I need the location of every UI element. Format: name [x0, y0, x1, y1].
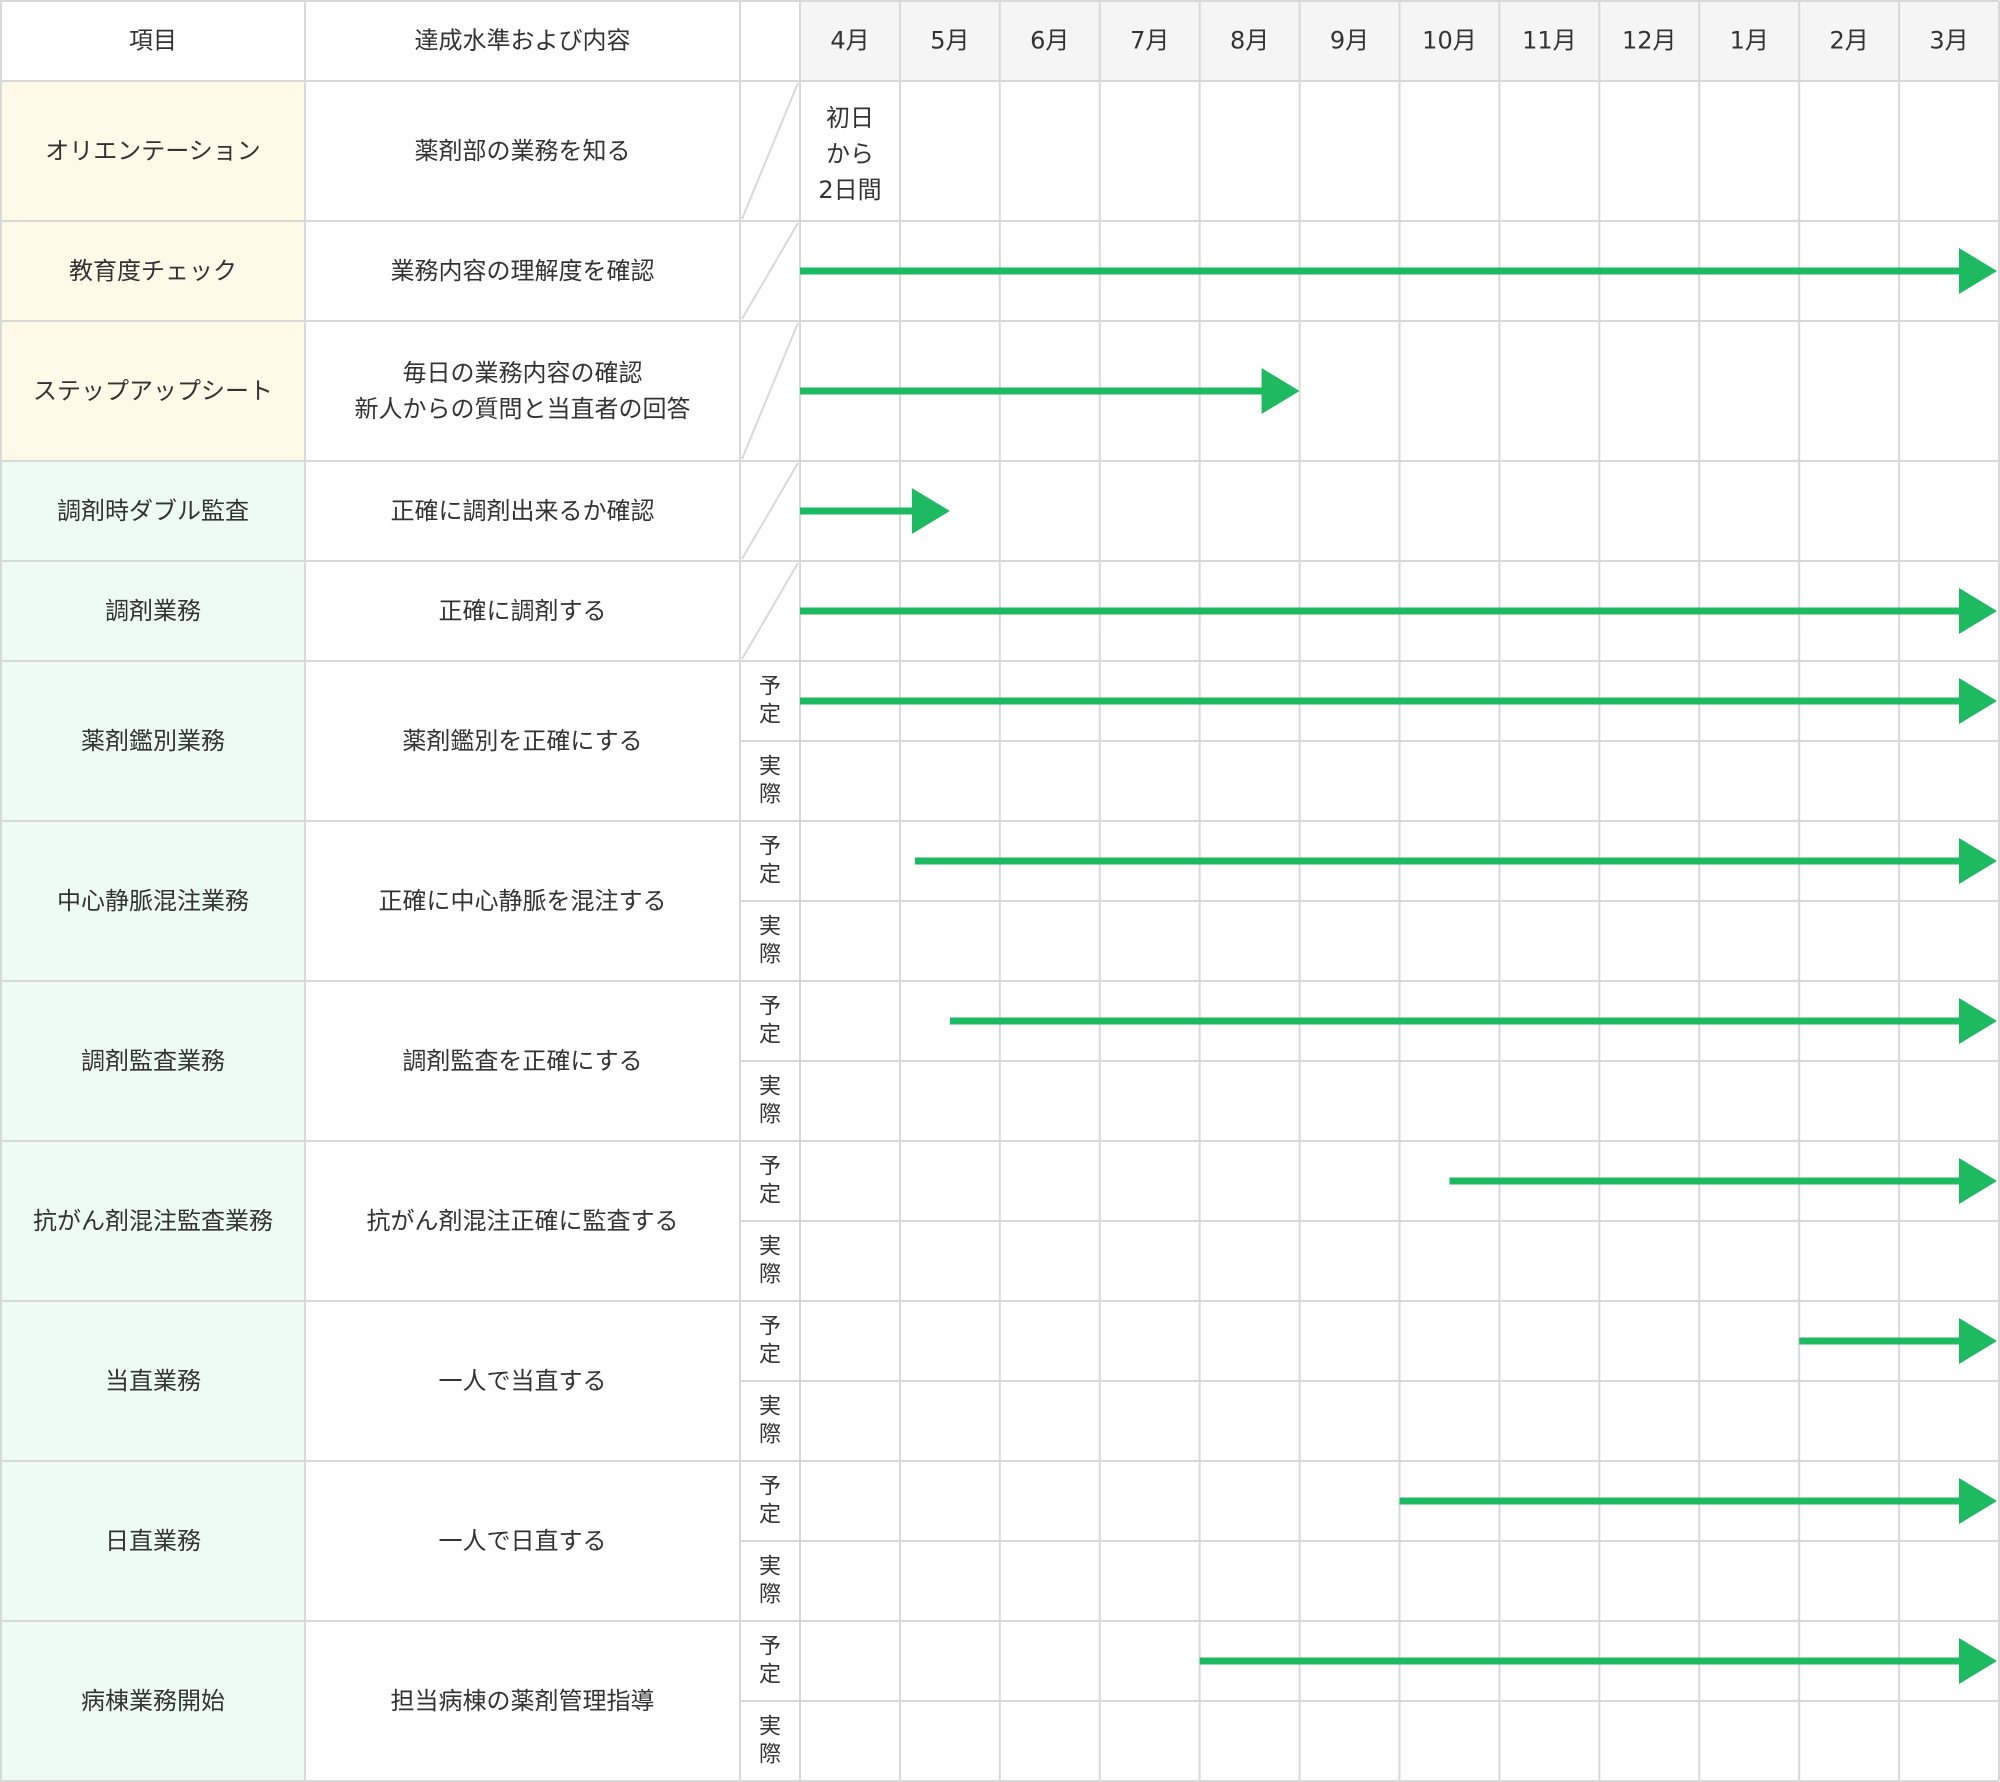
plan-label-char: 予 [759, 675, 781, 700]
row-item-label: 抗がん剤混注監査業務 [33, 1207, 273, 1235]
actual-label-char: 際 [759, 1743, 781, 1768]
plan-label-char: 定 [759, 1503, 781, 1528]
row-standard-text: 担当病棟の薬剤管理指導 [391, 1687, 655, 1715]
item-cell-bg [1, 221, 305, 321]
item-cell-bg [1, 81, 305, 221]
plan-label-char: 予 [759, 1635, 781, 1660]
month-header: 3月 [1929, 27, 1968, 55]
actual-label-char: 際 [759, 943, 781, 968]
row-standard-text: 新人からの質問と当直者の回答 [355, 395, 691, 423]
actual-label-char: 際 [759, 1103, 781, 1128]
month-header: 8月 [1230, 27, 1269, 55]
row-item-label: オリエンテーション [45, 137, 261, 165]
row-standard-text: 抗がん剤混注正確に監査する [367, 1207, 679, 1235]
row-standard-text: 薬剤部の業務を知る [415, 137, 631, 165]
arrow-head [1959, 588, 1997, 634]
item-cell-bg [1, 1301, 305, 1461]
arrow-head [1261, 368, 1300, 414]
item-cell-bg [1, 981, 305, 1141]
row-item-label: 日直業務 [105, 1527, 201, 1555]
plan-label-char: 予 [759, 995, 781, 1020]
plan-label-char: 予 [759, 835, 781, 860]
month-header: 4月 [830, 27, 869, 55]
plan-label-char: 定 [759, 703, 781, 728]
row-item-label: ステップアップシート [33, 377, 273, 405]
item-cell-bg [1, 1141, 305, 1301]
arrow-head [1959, 1158, 1997, 1204]
month-header: 5月 [930, 27, 969, 55]
plan-label-char: 定 [759, 1663, 781, 1688]
item-cell-bg [1, 1461, 305, 1621]
actual-label-char: 実 [759, 755, 781, 780]
header-item: 項目 [129, 27, 177, 55]
actual-label-char: 実 [759, 1395, 781, 1420]
arrow-head [1959, 1478, 1997, 1524]
arrow-head [1959, 1318, 1997, 1364]
empty-cell-slash [741, 562, 799, 660]
row-item-label: 薬剤鑑別業務 [81, 727, 225, 755]
row-item-label: 中心静脈混注業務 [57, 887, 249, 915]
arrow-head [1959, 998, 1997, 1044]
row-item-label: 病棟業務開始 [81, 1687, 225, 1715]
plan-label-char: 定 [759, 1183, 781, 1208]
row-item-label: 調剤業務 [105, 597, 201, 625]
arrow-head [911, 488, 950, 534]
row-item-label: 教育度チェック [69, 257, 237, 285]
row-note-text: から [826, 140, 874, 168]
item-cell-bg [1, 661, 305, 821]
item-cell-bg [1, 821, 305, 981]
arrow-head [1959, 1638, 1997, 1684]
arrow-head [1959, 838, 1997, 884]
row-standard-text: 調剤監査を正確にする [402, 1047, 642, 1075]
month-header: 2月 [1829, 27, 1868, 55]
row-item-label: 調剤監査業務 [81, 1047, 225, 1075]
month-header: 7月 [1130, 27, 1169, 55]
item-cell-bg [1, 461, 305, 561]
actual-label-char: 際 [759, 1583, 781, 1608]
row-item-label: 当直業務 [105, 1367, 201, 1395]
actual-label-char: 際 [759, 1263, 781, 1288]
row-note-text: 初日 [826, 104, 874, 132]
row-standard-text: 毎日の業務内容の確認 [403, 359, 643, 387]
row-note-text: 2日間 [818, 176, 881, 204]
actual-label-char: 際 [759, 783, 781, 808]
month-header: 12月 [1622, 27, 1677, 55]
item-cell-bg [1, 321, 305, 461]
row-standard-text: 一人で日直する [439, 1527, 607, 1555]
row-standard-text: 一人で当直する [439, 1367, 607, 1395]
row-item-label: 調剤時ダブル監査 [57, 497, 249, 525]
row-standard-text: 正確に中心静脈を混注する [379, 887, 667, 915]
row-standard-text: 正確に調剤する [439, 597, 607, 625]
row-standard-text: 薬剤鑑別を正確にする [402, 727, 642, 755]
arrow-head [1959, 678, 1997, 724]
item-cell-bg [1, 1621, 305, 1781]
empty-cell-slash [741, 322, 799, 460]
month-header: 1月 [1730, 27, 1769, 55]
plan-label-char: 予 [759, 1475, 781, 1500]
actual-label-char: 実 [759, 1235, 781, 1260]
empty-cell-slash [741, 222, 799, 320]
month-header: 6月 [1030, 27, 1069, 55]
plan-label-char: 定 [759, 1023, 781, 1048]
plan-label-char: 予 [759, 1315, 781, 1340]
month-header: 10月 [1422, 27, 1477, 55]
plan-label-char: 定 [759, 863, 781, 888]
item-cell-bg [1, 561, 305, 661]
empty-cell-slash [741, 82, 799, 220]
actual-label-char: 実 [759, 915, 781, 940]
plan-label-char: 予 [759, 1155, 781, 1180]
actual-label-char: 実 [759, 1555, 781, 1580]
empty-cell-slash [741, 462, 799, 560]
month-header: 9月 [1330, 27, 1369, 55]
plan-label-char: 定 [759, 1343, 781, 1368]
actual-label-char: 実 [759, 1075, 781, 1100]
row-standard-text: 業務内容の理解度を確認 [391, 257, 655, 285]
month-header: 11月 [1522, 27, 1577, 55]
actual-label-char: 際 [759, 1423, 781, 1448]
arrow-head [1959, 248, 1997, 294]
row-standard-text: 正確に調剤出来るか確認 [391, 497, 655, 525]
header-standard: 達成水準および内容 [415, 27, 631, 55]
actual-label-char: 実 [759, 1715, 781, 1740]
